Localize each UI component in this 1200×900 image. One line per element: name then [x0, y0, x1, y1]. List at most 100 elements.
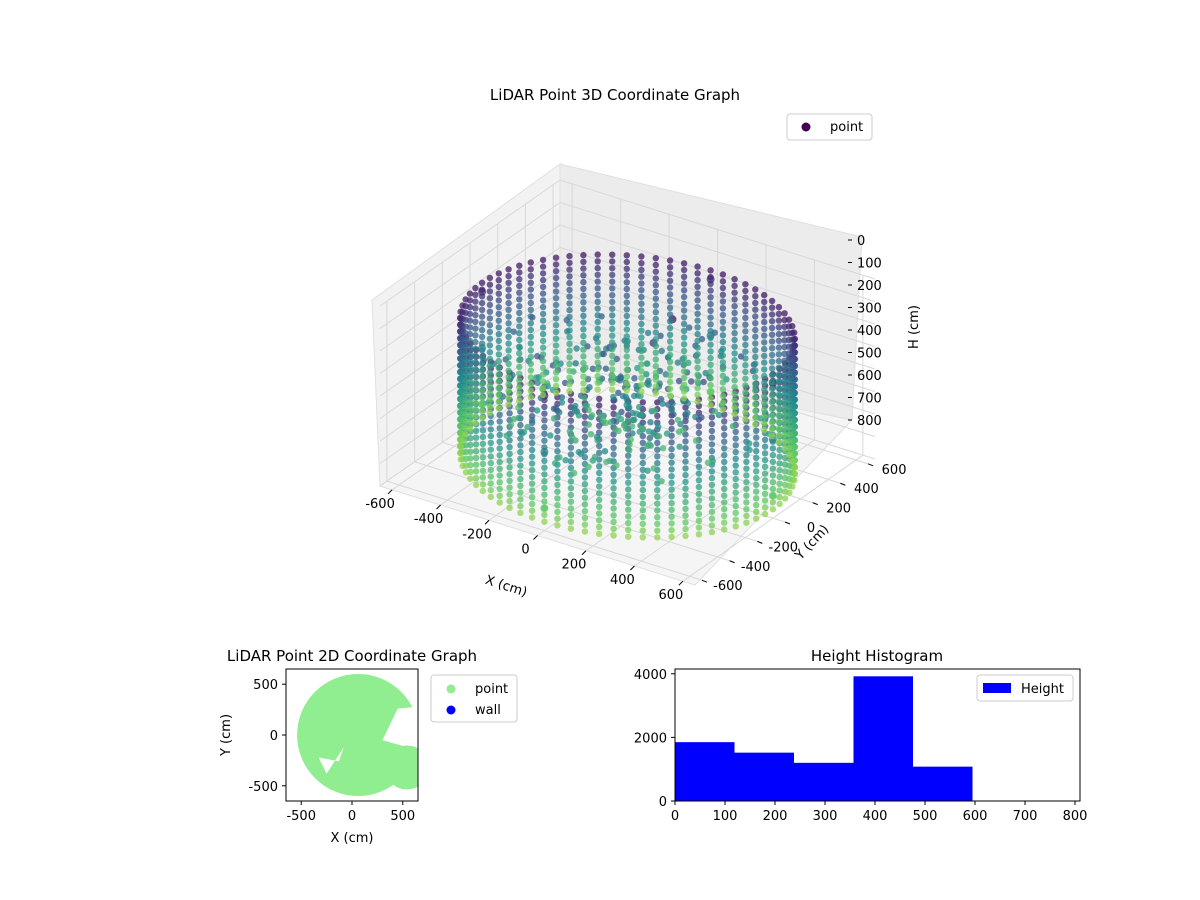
- data-point: [668, 520, 674, 526]
- data-point: [506, 484, 512, 490]
- x-tick-label-3d: -600: [365, 497, 395, 512]
- data-point: [472, 413, 478, 419]
- data-point: [566, 260, 572, 266]
- data-point: [467, 371, 473, 377]
- data-point: [625, 534, 631, 540]
- y-tick-3d: [730, 561, 735, 563]
- data-point: [568, 505, 574, 511]
- data-point: [696, 477, 702, 483]
- data-point: [682, 506, 688, 512]
- data-point: [709, 441, 715, 447]
- data-point: [769, 386, 775, 392]
- data-point: [457, 450, 463, 456]
- data-point: [556, 454, 562, 460]
- data-point: [553, 383, 559, 389]
- data-point: [496, 311, 502, 317]
- data-point: [467, 419, 473, 425]
- data-point: [472, 298, 478, 304]
- data-point: [496, 297, 502, 303]
- data-point: [761, 400, 767, 406]
- data-point: [721, 445, 727, 451]
- data-point: [506, 491, 512, 497]
- data-point: [761, 326, 767, 332]
- data-point: [589, 412, 595, 418]
- data-point: [752, 408, 758, 414]
- data-point: [707, 382, 713, 388]
- data-point: [553, 261, 559, 267]
- data-point: [640, 473, 646, 479]
- data-point: [720, 319, 726, 325]
- data-point: [667, 386, 673, 392]
- data-point: [580, 279, 586, 285]
- data-point: [776, 385, 782, 391]
- data-point: [720, 406, 726, 412]
- data-point: [653, 255, 659, 261]
- data-point: [480, 441, 486, 447]
- data-point: [638, 361, 644, 367]
- data-point: [497, 486, 503, 492]
- data-point: [595, 346, 601, 352]
- data-point: [769, 379, 775, 385]
- data-point: [709, 515, 715, 521]
- data-point: [487, 302, 493, 308]
- data-point: [707, 275, 715, 283]
- data-point: [752, 347, 758, 353]
- data-point: [668, 507, 674, 513]
- x-tick-label-hist: 0: [671, 809, 679, 824]
- data-point: [731, 323, 737, 329]
- data-point: [487, 376, 493, 382]
- data-point: [709, 529, 715, 535]
- data-point: [480, 454, 486, 460]
- data-point: [776, 467, 782, 473]
- data-point: [653, 296, 659, 302]
- data-point: [707, 348, 713, 354]
- data-point: [609, 299, 615, 305]
- data-point: [742, 349, 748, 355]
- data-point: [753, 515, 759, 521]
- data-point: [582, 441, 588, 447]
- data-point: [720, 386, 726, 392]
- data-point: [566, 381, 572, 387]
- legend-2d: point wall: [431, 675, 517, 722]
- data-point: [667, 379, 673, 385]
- data-point: [479, 307, 485, 313]
- data-point: [733, 523, 739, 529]
- legend-hist: Height: [977, 675, 1073, 701]
- data-point: [752, 374, 758, 380]
- data-point: [681, 260, 687, 266]
- data-point: [640, 460, 646, 466]
- data-point: [479, 354, 485, 360]
- data-point: [595, 265, 601, 271]
- data-point: [743, 506, 749, 512]
- data-point: [467, 476, 473, 482]
- data-point: [488, 446, 494, 452]
- data-point: [479, 381, 485, 387]
- data-point: [566, 307, 572, 313]
- data-point: [742, 369, 748, 375]
- data-point: [506, 464, 512, 470]
- data-point: [528, 354, 534, 360]
- data-point: [720, 400, 726, 406]
- data-point: [668, 446, 674, 452]
- data-point: [505, 334, 511, 340]
- data-point: [554, 495, 560, 501]
- data-point: [506, 457, 512, 463]
- data-point: [681, 321, 687, 327]
- data-point: [752, 307, 758, 313]
- data-point: [553, 329, 559, 335]
- data-point: [762, 457, 768, 463]
- data-point: [516, 296, 522, 302]
- data-point: [762, 491, 768, 497]
- data-point: [769, 298, 775, 304]
- data-point: [505, 361, 511, 367]
- data-point: [638, 287, 644, 293]
- data-point: [529, 467, 535, 473]
- data-point: [654, 460, 660, 466]
- data-point: [640, 527, 646, 533]
- data-point: [631, 417, 637, 423]
- data-point: [496, 358, 502, 364]
- data-point: [721, 479, 727, 485]
- data-point: [595, 332, 601, 338]
- data-point: [596, 490, 602, 496]
- data-point: [566, 320, 572, 326]
